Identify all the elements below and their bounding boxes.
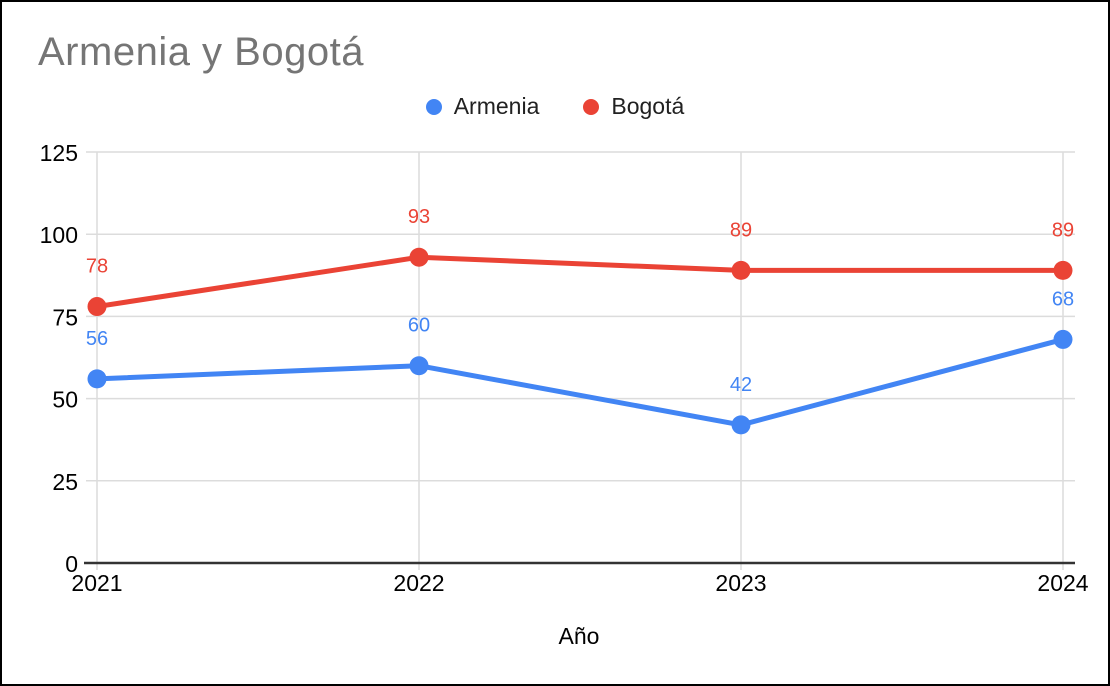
data-label-bogota-2021: 78 (86, 256, 108, 278)
y-tick-label-75: 75 (52, 304, 78, 330)
y-tick-label-25: 25 (52, 469, 78, 495)
data-point-bogota-2023 (731, 260, 751, 280)
legend-swatch-armenia-icon (425, 98, 442, 115)
chart-title: Armenia y Bogotá (38, 30, 364, 74)
data-point-armenia-2022 (409, 356, 429, 376)
legend-label-armenia: Armenia (453, 93, 540, 119)
x-tick-label-2023: 2023 (715, 570, 766, 596)
series-line-bogota (94, 254, 1066, 310)
data-point-bogota-2024 (1053, 260, 1073, 280)
x-tick-label-2021: 2021 (71, 570, 122, 596)
y-tick-label-0: 0 (65, 551, 78, 577)
data-label-armenia-2024: 68 (1052, 288, 1074, 310)
x-axis-title: Año (558, 623, 600, 649)
chart-legend: Armenia Bogotá (2, 95, 1108, 118)
data-point-bogota-2022 (409, 247, 429, 267)
legend-item-bogota: Bogotá (583, 95, 684, 118)
legend-swatch-bogota-icon (583, 98, 600, 115)
y-tick-label-100: 100 (40, 222, 78, 248)
series-line-armenia (94, 336, 1066, 428)
y-tick-label-125: 125 (40, 140, 78, 166)
data-point-armenia-2021 (87, 369, 107, 389)
data-point-bogota-2021 (87, 297, 107, 317)
y-tick-label-50: 50 (52, 387, 78, 413)
data-point-armenia-2024 (1053, 329, 1073, 349)
data-label-armenia-2022: 60 (408, 315, 430, 337)
data-label-armenia-2023: 42 (730, 374, 752, 396)
legend-label-bogota: Bogotá (611, 93, 685, 119)
x-tick-label-2024: 2024 (1037, 570, 1088, 596)
x-tick-label-2022: 2022 (393, 570, 444, 596)
data-label-bogota-2022: 93 (408, 206, 430, 228)
data-label-bogota-2023: 89 (730, 219, 752, 241)
data-point-armenia-2023 (731, 415, 751, 435)
data-label-bogota-2024: 89 (1052, 219, 1074, 241)
data-label-armenia-2021: 56 (86, 328, 108, 350)
legend-item-armenia: Armenia (425, 93, 540, 119)
